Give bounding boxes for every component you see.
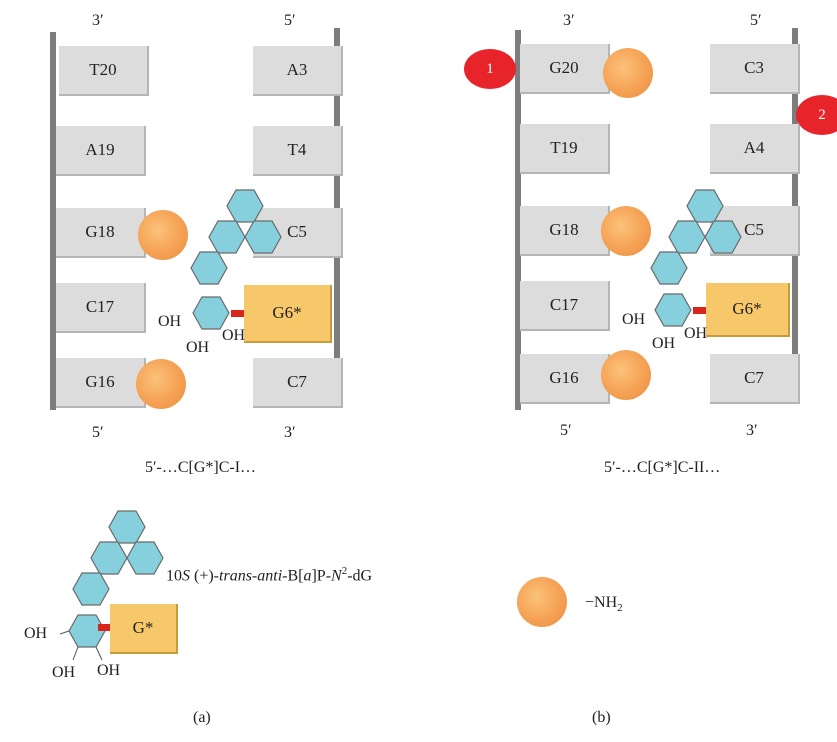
site-marker-icon: 1 [464,49,516,89]
sequence-caption: 5′-…C[G*]C-I… [145,459,257,476]
adduct-base: G* [110,604,178,654]
amine-site-icon [601,350,651,400]
prime-label: 3′ [563,12,575,29]
linker [98,624,110,631]
linker [693,307,706,314]
base-left: G16 [520,354,610,404]
prime-label: 5′ [560,422,572,439]
linker [231,310,244,317]
amine-site-icon [138,210,188,260]
base-left: G16 [56,358,146,408]
base-right: A3 [253,46,343,96]
hydroxyl-label: OH [24,625,48,642]
base-left: C17 [56,283,146,333]
base-right: A4 [710,124,800,174]
panel-label-b: (b) [592,709,611,726]
site-marker-icon: 2 [796,95,837,135]
base-left: A19 [56,126,146,176]
base-right: C7 [253,358,343,408]
amine-site-icon [603,48,653,98]
panel-label-a: (a) [193,709,211,726]
base-left: G18 [520,206,610,256]
base-left: G18 [56,208,146,258]
amine-site-icon [136,359,186,409]
backbone-left [515,30,521,410]
base-left: G20 [520,44,610,94]
hydroxyl-label: OH [186,339,210,356]
hydroxyl-label: OH [222,327,246,344]
prime-label: 5′ [92,424,104,441]
base-left: C17 [520,281,610,331]
backbone-left [50,32,56,410]
prime-label: 5′ [750,12,762,29]
hydroxyl-label: OH [622,311,646,328]
hydroxyl-label: OH [97,662,121,679]
amine-label: −NH2 [585,594,623,615]
hydroxyl-label: OH [158,313,182,330]
prime-label: 3′ [284,424,296,441]
adduct-name: 10S (+)-trans-anti-B[a]P-N2-dG [166,565,373,585]
base-left: T19 [520,124,610,174]
amine-site-icon [601,206,651,256]
hydroxyl-label: OH [52,664,76,681]
hydroxyl-label: OH [684,325,708,342]
base-right: C7 [710,354,800,404]
hydroxyl-label: OH [652,335,676,352]
adduct-base: G6* [244,285,332,343]
amine-site-icon [517,577,567,627]
adduct-base: G6* [706,283,790,337]
prime-label: 3′ [746,422,758,439]
base-right: T4 [253,126,343,176]
prime-label: 3′ [92,12,104,29]
base-left: T20 [59,46,149,96]
sequence-caption: 5′-…C[G*]C-II… [604,459,721,476]
base-right: C3 [710,44,800,94]
prime-label: 5′ [284,12,296,29]
